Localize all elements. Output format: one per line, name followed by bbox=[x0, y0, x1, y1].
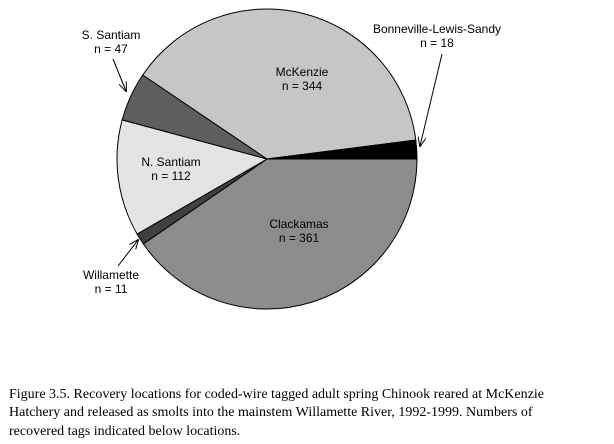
caption-line: recovered tags indicated below locations… bbox=[9, 424, 240, 439]
leader-arrow bbox=[117, 240, 138, 267]
pie-slice bbox=[142, 8, 417, 160]
slice-name: N. Santiam bbox=[141, 155, 200, 169]
value-label: n = 18 bbox=[420, 36, 454, 50]
leader-arrow bbox=[420, 53, 443, 146]
slice-name: Clackamas bbox=[269, 217, 328, 231]
slice-name: McKenzie bbox=[276, 65, 329, 79]
value-label: n = 11 bbox=[95, 282, 128, 296]
pie bbox=[116, 8, 418, 310]
pie-slice bbox=[116, 119, 269, 235]
pie-slice bbox=[142, 158, 418, 310]
value-label: n = 344 bbox=[282, 79, 323, 93]
slice-name: Bonneville-Lewis-Sandy bbox=[373, 22, 501, 36]
value-label: n = 47 bbox=[94, 42, 128, 56]
value-label: n = 112 bbox=[151, 169, 191, 183]
leader-arrow bbox=[112, 58, 126, 91]
slice-name: S. Santiam bbox=[82, 28, 141, 42]
caption-line: Hatchery and released as smolts into the… bbox=[9, 405, 533, 420]
value-label: n = 361 bbox=[279, 231, 320, 245]
caption-line: Figure 3.5. Recovery locations for coded… bbox=[9, 387, 544, 402]
pie-slice bbox=[266, 139, 418, 160]
slice-name: Willamette bbox=[83, 268, 139, 282]
